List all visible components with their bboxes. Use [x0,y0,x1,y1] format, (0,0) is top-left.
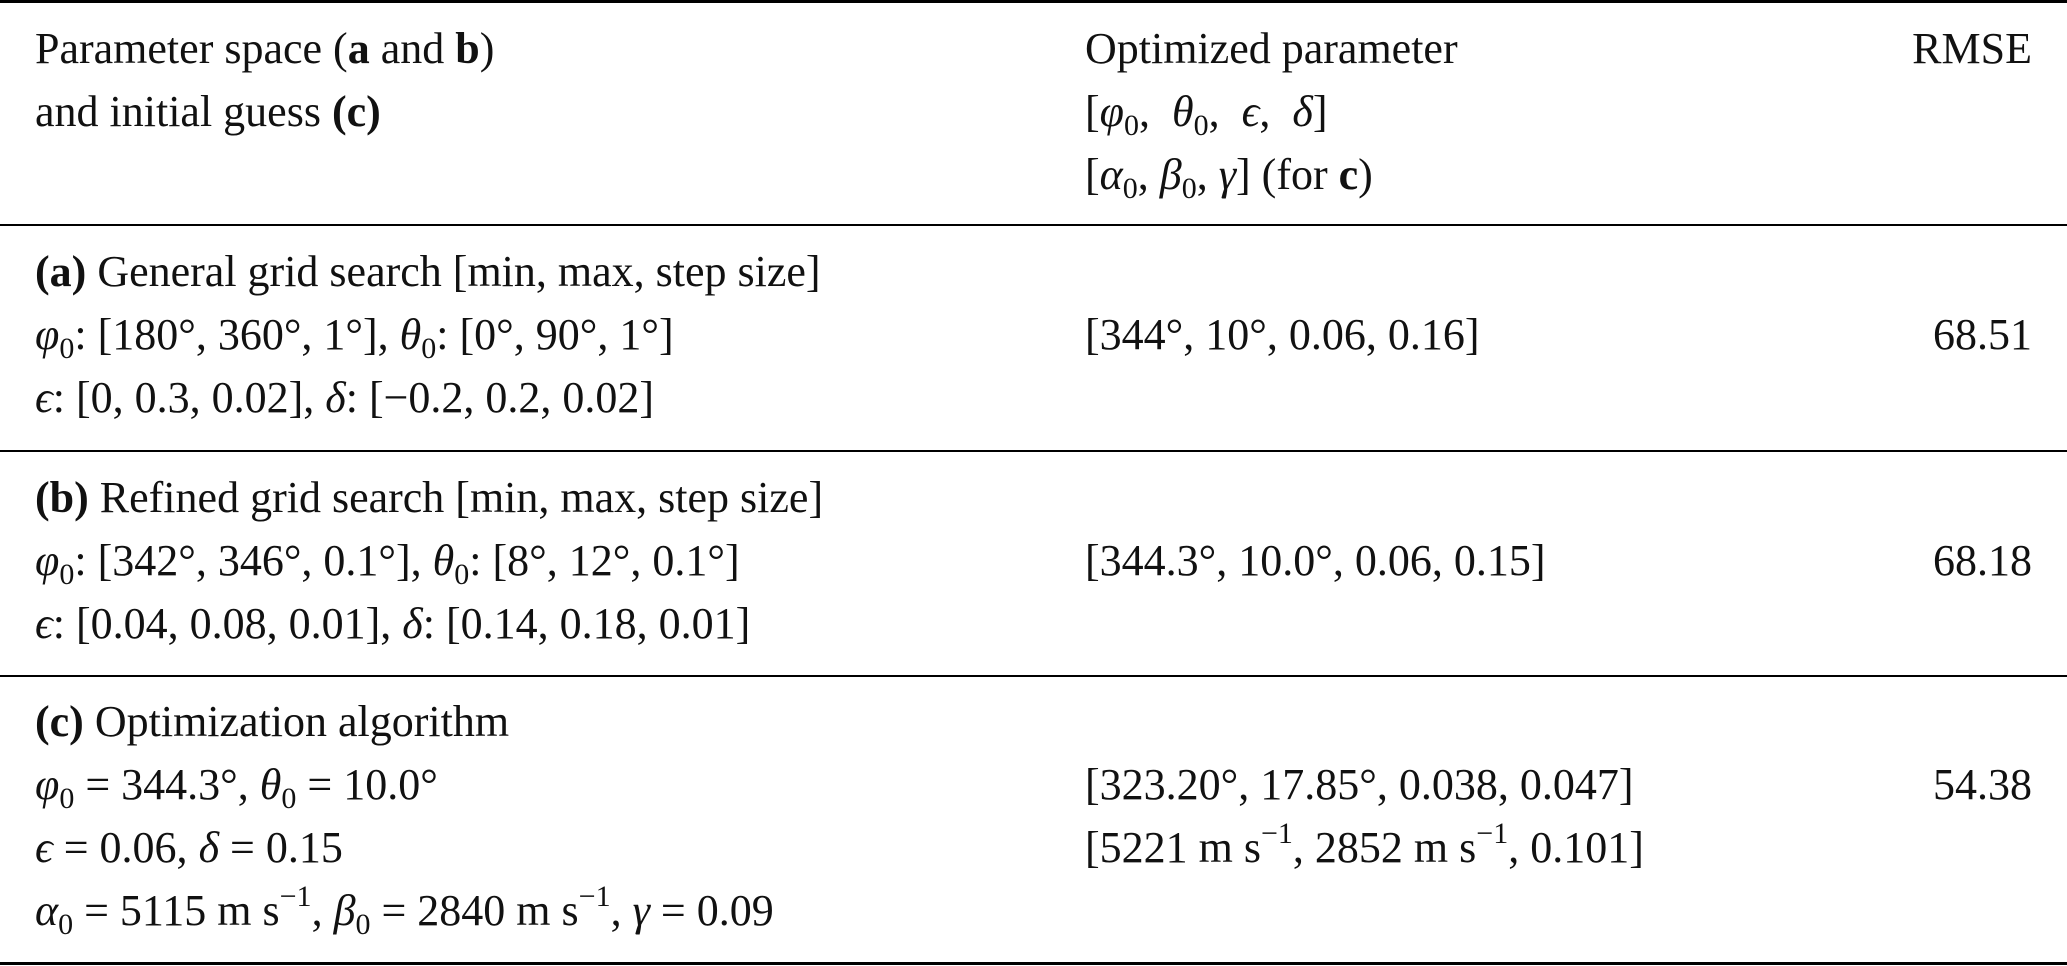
header-optimized-parameter: Optimized parameter [φ0, θ0, ϵ, δ] [α0, … [1085,24,1458,205]
header-col1-line2: and initial guess (c) [35,87,381,136]
row-a-rule [0,450,2067,452]
row-b-line2: φ0: [342°, 346°, 0.1°], θ0: [8°, 12°, 0.… [35,536,740,591]
row-b-line3: ϵ: [0.04, 0.08, 0.01], δ: [0.14, 0.18, 0… [35,599,751,648]
row-b-parameter-space: (b) Refined grid search [min, max, step … [35,466,823,655]
header-col2-line2: [φ0, θ0, ϵ, δ] [1085,87,1328,142]
row-c-parameter-space: (c) Optimization algorithm φ0 = 344.3°, … [35,697,774,941]
row-c-line4: α0 = 5115 m s−1, β0 = 2840 m s−1, γ = 0.… [35,880,774,941]
row-b-rmse: 68.18 [1933,536,2032,585]
row-a-optimized: [344°, 10°, 0.06, 0.16] [1085,310,1480,359]
row-c-optimized-line2: [5221 m s−1, 2852 m s−1, 0.101] [1085,817,1644,873]
table-bottom-rule [0,962,2067,965]
row-c-optimized: [323.20°, 17.85°, 0.038, 0.047] [5221 m … [1085,753,1644,879]
row-b-optimized: [344.3°, 10.0°, 0.06, 0.15] [1085,536,1546,585]
row-c-line3: ϵ = 0.06, δ = 0.15 [35,823,343,872]
row-a-line2: φ0: [180°, 360°, 1°], θ0: [0°, 90°, 1°] [35,310,674,365]
row-c-rmse: 54.38 [1933,760,2032,809]
header-parameter-space: Parameter space (a and b) and initial gu… [35,17,494,143]
table-top-rule [0,0,2067,3]
header-rmse: RMSE [1912,24,2032,73]
row-b-rule [0,675,2067,677]
row-c-line2: φ0 = 344.3°, θ0 = 10.0° [35,760,438,815]
row-a-parameter-space: (a) General grid search [min, max, step … [35,240,821,429]
header-rule [0,224,2067,226]
header-col2-line3: [α0, β0, γ] (for c) [1085,150,1373,205]
row-a-rmse: 68.51 [1933,310,2032,359]
row-a-line3: ϵ: [0, 0.3, 0.02], δ: [−0.2, 0.2, 0.02] [35,373,655,422]
header-col1-line1: Parameter space (a and b) [35,24,495,73]
